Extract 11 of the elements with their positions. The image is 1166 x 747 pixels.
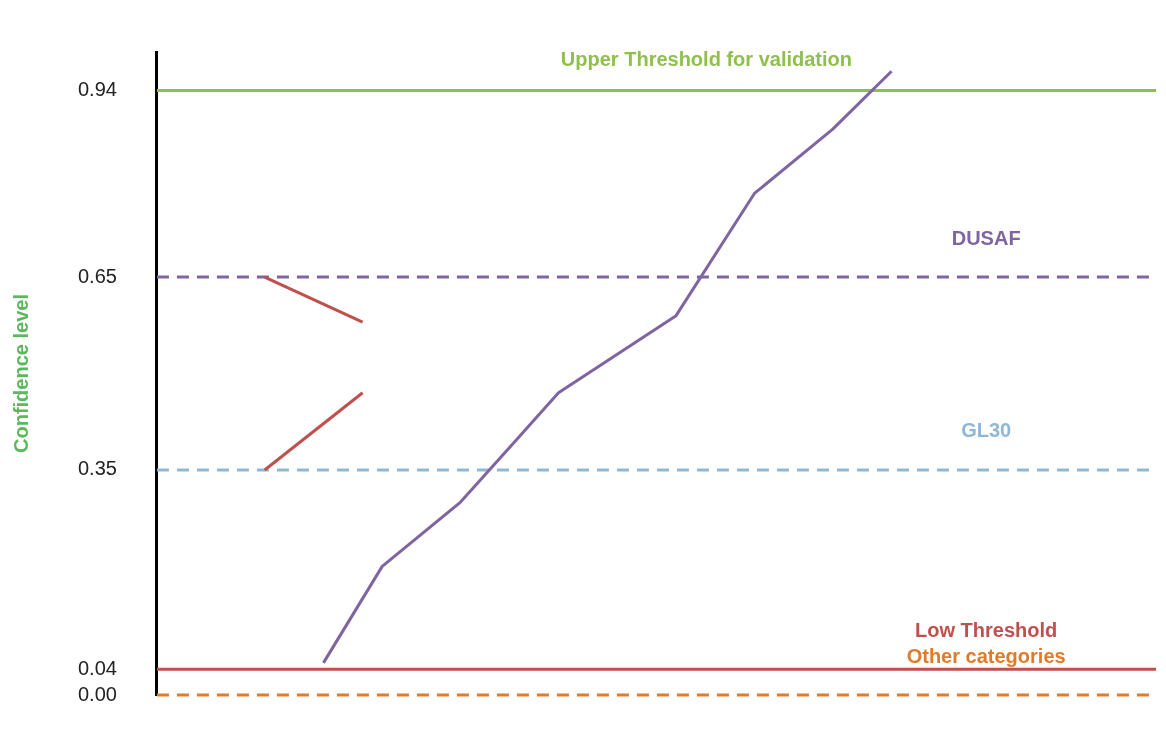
ref-line-label: GL30	[961, 419, 1012, 442]
y-tick-label: 0.04	[77, 656, 117, 679]
y-tick-label: 0.65	[77, 264, 117, 287]
ref-line-label: Other categories	[906, 644, 1066, 667]
y-tick-label: 0.35	[77, 457, 117, 480]
ref-line-label: DUSAF	[951, 226, 1021, 249]
y-axis-title: Confidence level	[9, 294, 32, 453]
y-tick-label: 0.00	[77, 682, 117, 705]
ref-line-label: Low Threshold	[915, 618, 1058, 641]
ref-line-label: Upper Threshold for validation	[560, 48, 852, 71]
y-tick-label: 0.94	[77, 78, 117, 101]
